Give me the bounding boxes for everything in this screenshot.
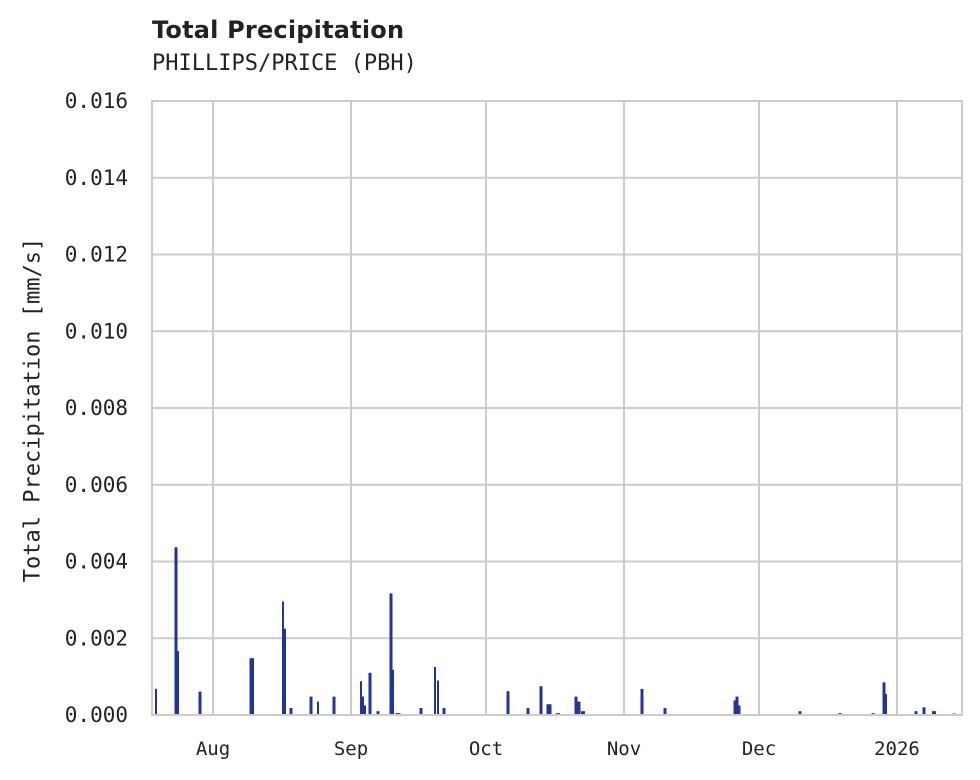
precip-bar <box>506 691 510 715</box>
precip-bar <box>360 681 362 715</box>
precip-bar <box>640 688 644 715</box>
chart-subtitle: PHILLIPS/PRICE (PBH) <box>152 51 417 76</box>
precip-bar <box>437 680 439 715</box>
y-tick-label: 0.010 <box>65 319 128 343</box>
precip-bar <box>735 696 739 715</box>
precip-bar <box>252 658 254 715</box>
precip-bar <box>198 691 202 715</box>
x-tick-label: Sep <box>334 738 368 760</box>
precip-bar <box>442 708 446 715</box>
precip-bar <box>434 667 436 715</box>
precip-bar <box>284 628 286 715</box>
precip-bar <box>737 705 741 715</box>
x-tick-label: Aug <box>196 738 230 760</box>
chart-title: Total Precipitation <box>152 16 405 44</box>
precip-bar <box>289 708 293 715</box>
precip-bar <box>317 701 319 715</box>
precip-bar <box>392 669 394 715</box>
precip-bar <box>282 601 284 715</box>
precip-bar <box>526 708 530 715</box>
precip-bar <box>663 708 667 715</box>
precip-bar <box>932 711 936 715</box>
precip-bar <box>177 650 179 715</box>
precip-bar <box>364 705 366 715</box>
precip-bar <box>376 711 380 715</box>
precip-bar <box>155 688 157 715</box>
y-tick-label: 0.002 <box>65 626 128 650</box>
data-bars <box>155 547 956 715</box>
precip-bar <box>546 704 552 715</box>
precip-bar <box>174 547 178 715</box>
precip-bar <box>882 682 886 715</box>
precip-bar <box>577 701 581 715</box>
precip-bar <box>539 686 543 715</box>
precip-bar <box>922 707 926 715</box>
precip-bar <box>574 696 578 715</box>
precip-bar <box>309 696 313 715</box>
y-tick-label: 0.000 <box>65 703 128 727</box>
precip-bar <box>332 696 336 715</box>
plot-frame <box>151 100 963 716</box>
y-tick-label: 0.008 <box>65 396 128 420</box>
precip-bar <box>419 708 423 715</box>
precip-bar <box>914 711 918 715</box>
precip-bar <box>362 696 364 715</box>
x-tick-label: Nov <box>607 738 641 760</box>
x-tick-label: Dec <box>742 738 776 760</box>
x-axis-ticks: Aug Sep Oct Nov Dec 2026 <box>196 738 920 760</box>
grid-lines <box>152 100 962 716</box>
y-tick-label: 0.014 <box>65 166 128 190</box>
precip-bar <box>368 672 372 715</box>
precip-bar <box>581 711 585 715</box>
x-tick-label: Oct <box>469 738 503 760</box>
y-tick-label: 0.012 <box>65 243 128 267</box>
x-tick-label: 2026 <box>874 738 920 760</box>
y-tick-label: 0.006 <box>65 473 128 497</box>
precip-bar <box>249 658 253 715</box>
precip-bar <box>798 711 802 715</box>
precip-bar <box>885 693 887 715</box>
y-axis-ticks: 0.000 0.002 0.004 0.006 0.008 0.010 0.012 0.014… <box>65 89 128 727</box>
y-tick-label: 0.004 <box>65 550 128 574</box>
precip-bar <box>389 593 393 715</box>
precip-bar <box>733 700 737 715</box>
y-tick-label: 0.016 <box>65 89 128 113</box>
